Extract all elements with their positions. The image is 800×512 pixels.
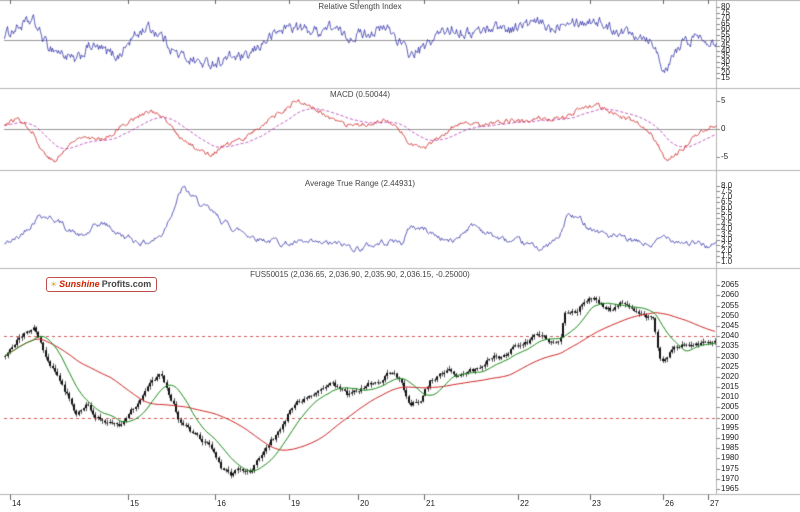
- price-panel-title: FUS50015 (2,036.65, 2,036.90, 2,035.90, …: [250, 270, 470, 279]
- atr-panel-title: Average True Range (2.44931): [304, 179, 416, 188]
- rsi-panel-title: Relative Strength Index: [318, 2, 402, 11]
- logo-domain-text: Profits.com: [101, 279, 152, 289]
- macd-panel-title: MACD (0.50044): [329, 90, 391, 99]
- sun-icon: ☀: [50, 280, 58, 289]
- sunshineprofits-logo: ☀ Sunshine Profits.com: [46, 277, 158, 292]
- logo-brand-text: Sunshine: [59, 279, 100, 289]
